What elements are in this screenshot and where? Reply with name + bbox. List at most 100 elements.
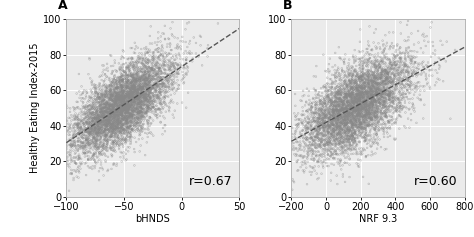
Point: [345, 74, 353, 78]
Point: [93, 116, 100, 120]
Point: [392, 88, 400, 92]
Point: [402, 48, 410, 52]
Point: [125, 106, 133, 109]
Point: [390, 44, 398, 48]
Point: [346, 111, 354, 114]
Point: [103, 142, 110, 146]
Point: [147, 106, 155, 110]
Point: [112, 121, 119, 124]
Point: [124, 106, 132, 109]
Point: [341, 115, 348, 119]
Point: [366, 112, 374, 115]
Point: [166, 69, 173, 73]
Point: [389, 89, 397, 92]
Point: [95, 128, 102, 132]
Point: [130, 119, 138, 123]
Point: [82, 141, 90, 145]
Point: [374, 94, 382, 98]
Point: [115, 91, 122, 95]
Point: [321, 99, 328, 103]
Point: [341, 118, 349, 122]
Point: [128, 100, 136, 104]
Point: [372, 106, 380, 109]
Point: [111, 128, 119, 132]
Point: [364, 111, 371, 115]
Point: [331, 105, 339, 109]
Point: [348, 105, 356, 109]
Point: [97, 107, 104, 110]
Point: [343, 100, 351, 104]
Point: [366, 85, 374, 88]
Point: [321, 69, 329, 73]
Point: [82, 137, 90, 140]
Point: [175, 52, 182, 55]
Point: [396, 106, 404, 109]
Point: [148, 111, 156, 114]
Point: [108, 104, 116, 108]
Point: [388, 104, 396, 108]
Point: [82, 120, 90, 124]
Point: [341, 76, 348, 80]
Point: [138, 76, 146, 79]
Point: [300, 155, 307, 159]
Point: [351, 130, 358, 134]
Point: [121, 107, 129, 111]
Point: [377, 71, 384, 75]
Point: [158, 82, 166, 86]
Point: [91, 114, 99, 117]
Point: [101, 93, 109, 96]
Point: [143, 103, 150, 107]
Point: [333, 132, 340, 136]
Point: [361, 79, 368, 83]
Point: [152, 81, 160, 85]
Point: [379, 126, 386, 129]
Point: [365, 100, 373, 104]
Point: [143, 83, 150, 87]
Point: [119, 125, 127, 129]
Point: [378, 69, 386, 73]
Point: [341, 117, 349, 121]
Point: [337, 107, 344, 111]
Point: [158, 45, 166, 49]
Point: [113, 110, 121, 114]
Point: [106, 117, 114, 121]
Point: [356, 88, 364, 92]
Point: [91, 164, 99, 168]
Point: [308, 152, 316, 155]
Point: [115, 96, 122, 100]
Point: [342, 148, 349, 152]
Point: [104, 119, 111, 123]
Point: [145, 92, 153, 96]
Point: [336, 97, 343, 100]
Point: [82, 115, 90, 119]
Point: [108, 153, 115, 156]
Point: [161, 68, 168, 72]
Point: [128, 97, 136, 101]
Point: [356, 117, 363, 121]
Point: [130, 105, 138, 109]
Point: [95, 178, 103, 182]
Point: [309, 148, 316, 151]
Point: [76, 161, 84, 164]
Point: [329, 112, 337, 115]
Point: [330, 138, 338, 142]
Point: [111, 98, 119, 102]
Point: [353, 91, 360, 95]
Point: [116, 106, 124, 110]
Point: [311, 141, 319, 145]
Point: [137, 85, 145, 89]
Point: [166, 41, 174, 45]
Point: [90, 126, 97, 130]
Point: [364, 104, 372, 108]
Point: [363, 89, 370, 92]
Point: [146, 88, 154, 92]
Point: [106, 105, 113, 109]
Point: [130, 89, 137, 93]
Point: [390, 93, 397, 96]
Point: [305, 121, 312, 125]
Point: [116, 128, 123, 132]
Point: [401, 92, 409, 96]
Point: [98, 106, 105, 110]
Point: [122, 68, 130, 72]
Point: [131, 101, 139, 105]
